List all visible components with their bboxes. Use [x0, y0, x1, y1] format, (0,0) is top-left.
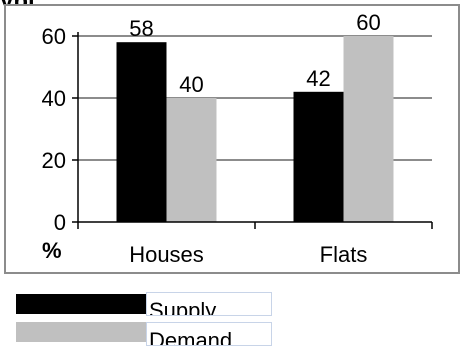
y-tick-label: 40: [42, 86, 66, 111]
data-label: 40: [179, 72, 203, 97]
x-tick-label: Flats: [320, 242, 368, 267]
legend-label-supply: Supply: [146, 292, 272, 316]
bar: [343, 36, 394, 222]
data-label: 58: [129, 16, 153, 41]
data-label: 42: [306, 66, 330, 91]
legend-label-demand: Demand: [146, 322, 272, 346]
legend-swatch-demand: [16, 322, 146, 342]
x-tick-label: Houses: [129, 242, 204, 267]
bar: [116, 42, 167, 223]
bar: [166, 98, 217, 222]
title-fragment: ypi: [0, 0, 35, 6]
bar-chart: 0 20 40 60 58 40 Houses 42 60 Flats%: [42, 10, 433, 267]
bar: [293, 91, 344, 222]
y-tick-label: 20: [42, 148, 66, 173]
legend-swatch-supply: [16, 294, 146, 314]
data-label: 60: [356, 10, 380, 35]
y-axis-label: %: [42, 238, 62, 263]
y-tick-label: 60: [42, 24, 66, 49]
chart-frame: [4, 4, 460, 274]
y-tick-label: 0: [54, 210, 66, 235]
